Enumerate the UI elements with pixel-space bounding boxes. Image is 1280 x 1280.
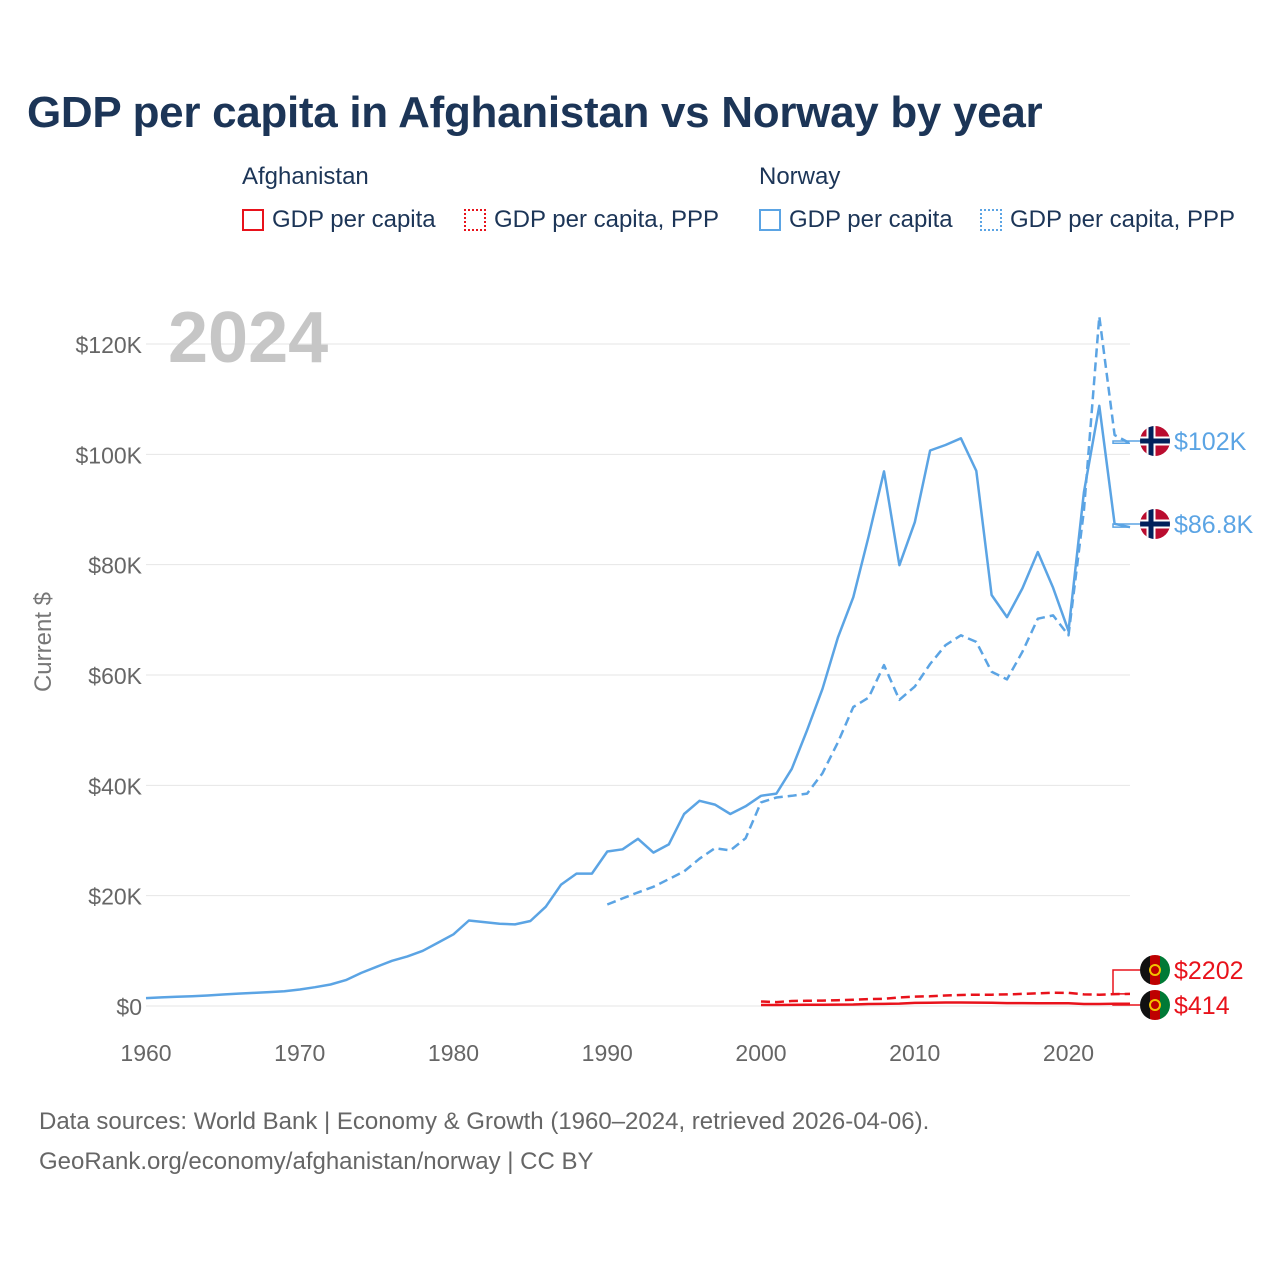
y-tick-label: $40K bbox=[88, 773, 142, 799]
end-label-leader bbox=[1112, 969, 1140, 995]
x-tick-label: 1990 bbox=[582, 1040, 633, 1066]
x-tick-label: 2020 bbox=[1043, 1040, 1094, 1066]
footer-sources: Data sources: World Bank | Economy & Gro… bbox=[39, 1108, 930, 1135]
x-tick-label: 1980 bbox=[428, 1040, 479, 1066]
legend-swatch-solid-icon bbox=[242, 209, 264, 231]
year-watermark: 2024 bbox=[168, 298, 328, 378]
legend-item-norway-gdp[interactable]: GDP per capita bbox=[759, 205, 953, 235]
legend-swatch-dotted-icon bbox=[464, 209, 486, 231]
y-tick-label: $0 bbox=[116, 994, 142, 1020]
norway-gdp-per-capita-line bbox=[145, 404, 1131, 1000]
x-tick-label: 1970 bbox=[274, 1040, 325, 1066]
legend-label: GDP per capita, PPP bbox=[494, 206, 719, 233]
end-value-label: $414 bbox=[1174, 992, 1230, 1020]
afghanistan-flag-icon bbox=[1140, 955, 1170, 985]
legend-item-afghanistan-gdp[interactable]: GDP per capita bbox=[242, 205, 436, 235]
norway-gdp-per-capita-ppp-line bbox=[606, 315, 1131, 906]
y-tick-label: $120K bbox=[75, 332, 142, 358]
legend-item-norway-ppp[interactable]: GDP per capita, PPP bbox=[980, 205, 1235, 235]
legend-swatch-dotted-icon bbox=[980, 209, 1002, 231]
legend-label: GDP per capita bbox=[789, 206, 953, 233]
y-tick-label: $80K bbox=[88, 553, 142, 579]
end-value-label: $102K bbox=[1174, 428, 1247, 456]
legend-label: GDP per capita, PPP bbox=[1010, 206, 1235, 233]
afghanistan-gdp-per-capita-line bbox=[761, 1001, 1130, 1007]
norway-flag-icon bbox=[1140, 509, 1170, 539]
y-tick-label: $100K bbox=[75, 442, 142, 468]
legend-group-norway: Norway bbox=[759, 163, 841, 190]
end-value-label: $2202 bbox=[1174, 957, 1244, 985]
norway-flag-icon bbox=[1140, 426, 1170, 456]
afghanistan-gdp-per-capita-ppp-line bbox=[760, 991, 1131, 1004]
x-tick-label: 1960 bbox=[120, 1040, 171, 1066]
chart-title: GDP per capita in Afghanistan vs Norway … bbox=[27, 88, 1043, 137]
x-tick-label: 2000 bbox=[735, 1040, 786, 1066]
end-label-leader bbox=[1112, 1002, 1140, 1006]
y-tick-label: $20K bbox=[88, 884, 142, 910]
legend-label: GDP per capita bbox=[272, 206, 436, 233]
footer-credit: GeoRank.org/economy/afghanistan/norway |… bbox=[39, 1148, 594, 1175]
end-value-label: $86.8K bbox=[1174, 511, 1254, 539]
legend-swatch-solid-icon bbox=[759, 209, 781, 231]
afghanistan-flag-icon bbox=[1140, 990, 1170, 1020]
end-label-leader bbox=[1112, 440, 1140, 445]
y-tick-label: $60K bbox=[88, 663, 142, 689]
x-tick-label: 2010 bbox=[889, 1040, 940, 1066]
legend-group-afghanistan: Afghanistan bbox=[242, 163, 369, 190]
end-label-leader bbox=[1112, 523, 1140, 528]
y-axis-label: Current $ bbox=[30, 592, 57, 692]
legend-item-afghanistan-ppp[interactable]: GDP per capita, PPP bbox=[464, 205, 719, 235]
